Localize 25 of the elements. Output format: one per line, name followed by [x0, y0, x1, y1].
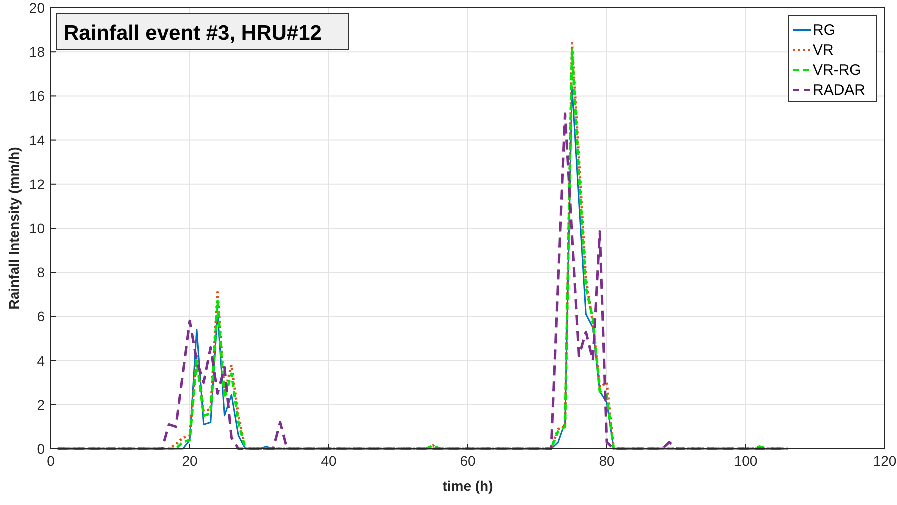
y-axis-title: Rainfall Intensity (mm/h) — [6, 147, 22, 310]
y-tick-label: 10 — [29, 220, 46, 236]
x-tick-label: 20 — [182, 453, 198, 469]
y-tick-label: 16 — [29, 88, 46, 104]
legend-label: VR-RG — [813, 62, 862, 79]
legend-label: RADAR — [813, 82, 866, 99]
x-tick-label: 60 — [460, 453, 476, 469]
x-tick-label: 0 — [47, 453, 56, 469]
y-tick-label: 14 — [29, 132, 46, 148]
y-tick-label: 20 — [29, 0, 46, 16]
x-tick-label: 40 — [321, 453, 337, 469]
y-tick-label: 6 — [37, 308, 46, 325]
y-tick-label: 8 — [37, 264, 46, 281]
text: Rainfall event #3, HRU#12 — [64, 22, 322, 45]
y-tick-label: 12 — [29, 176, 46, 192]
x-tick-label: 100 — [734, 453, 758, 469]
y-tick-label: 0 — [37, 441, 46, 457]
legend-label: VR — [813, 42, 834, 59]
y-tick-label: 2 — [37, 396, 46, 413]
x-tick-label: 120 — [873, 453, 897, 469]
x-axis-title: time (h) — [442, 478, 494, 494]
x-tick-label: 80 — [599, 453, 615, 469]
y-tick-label: 18 — [29, 44, 46, 60]
legend-label: RG — [813, 22, 836, 39]
y-tick-label: 4 — [37, 352, 46, 369]
